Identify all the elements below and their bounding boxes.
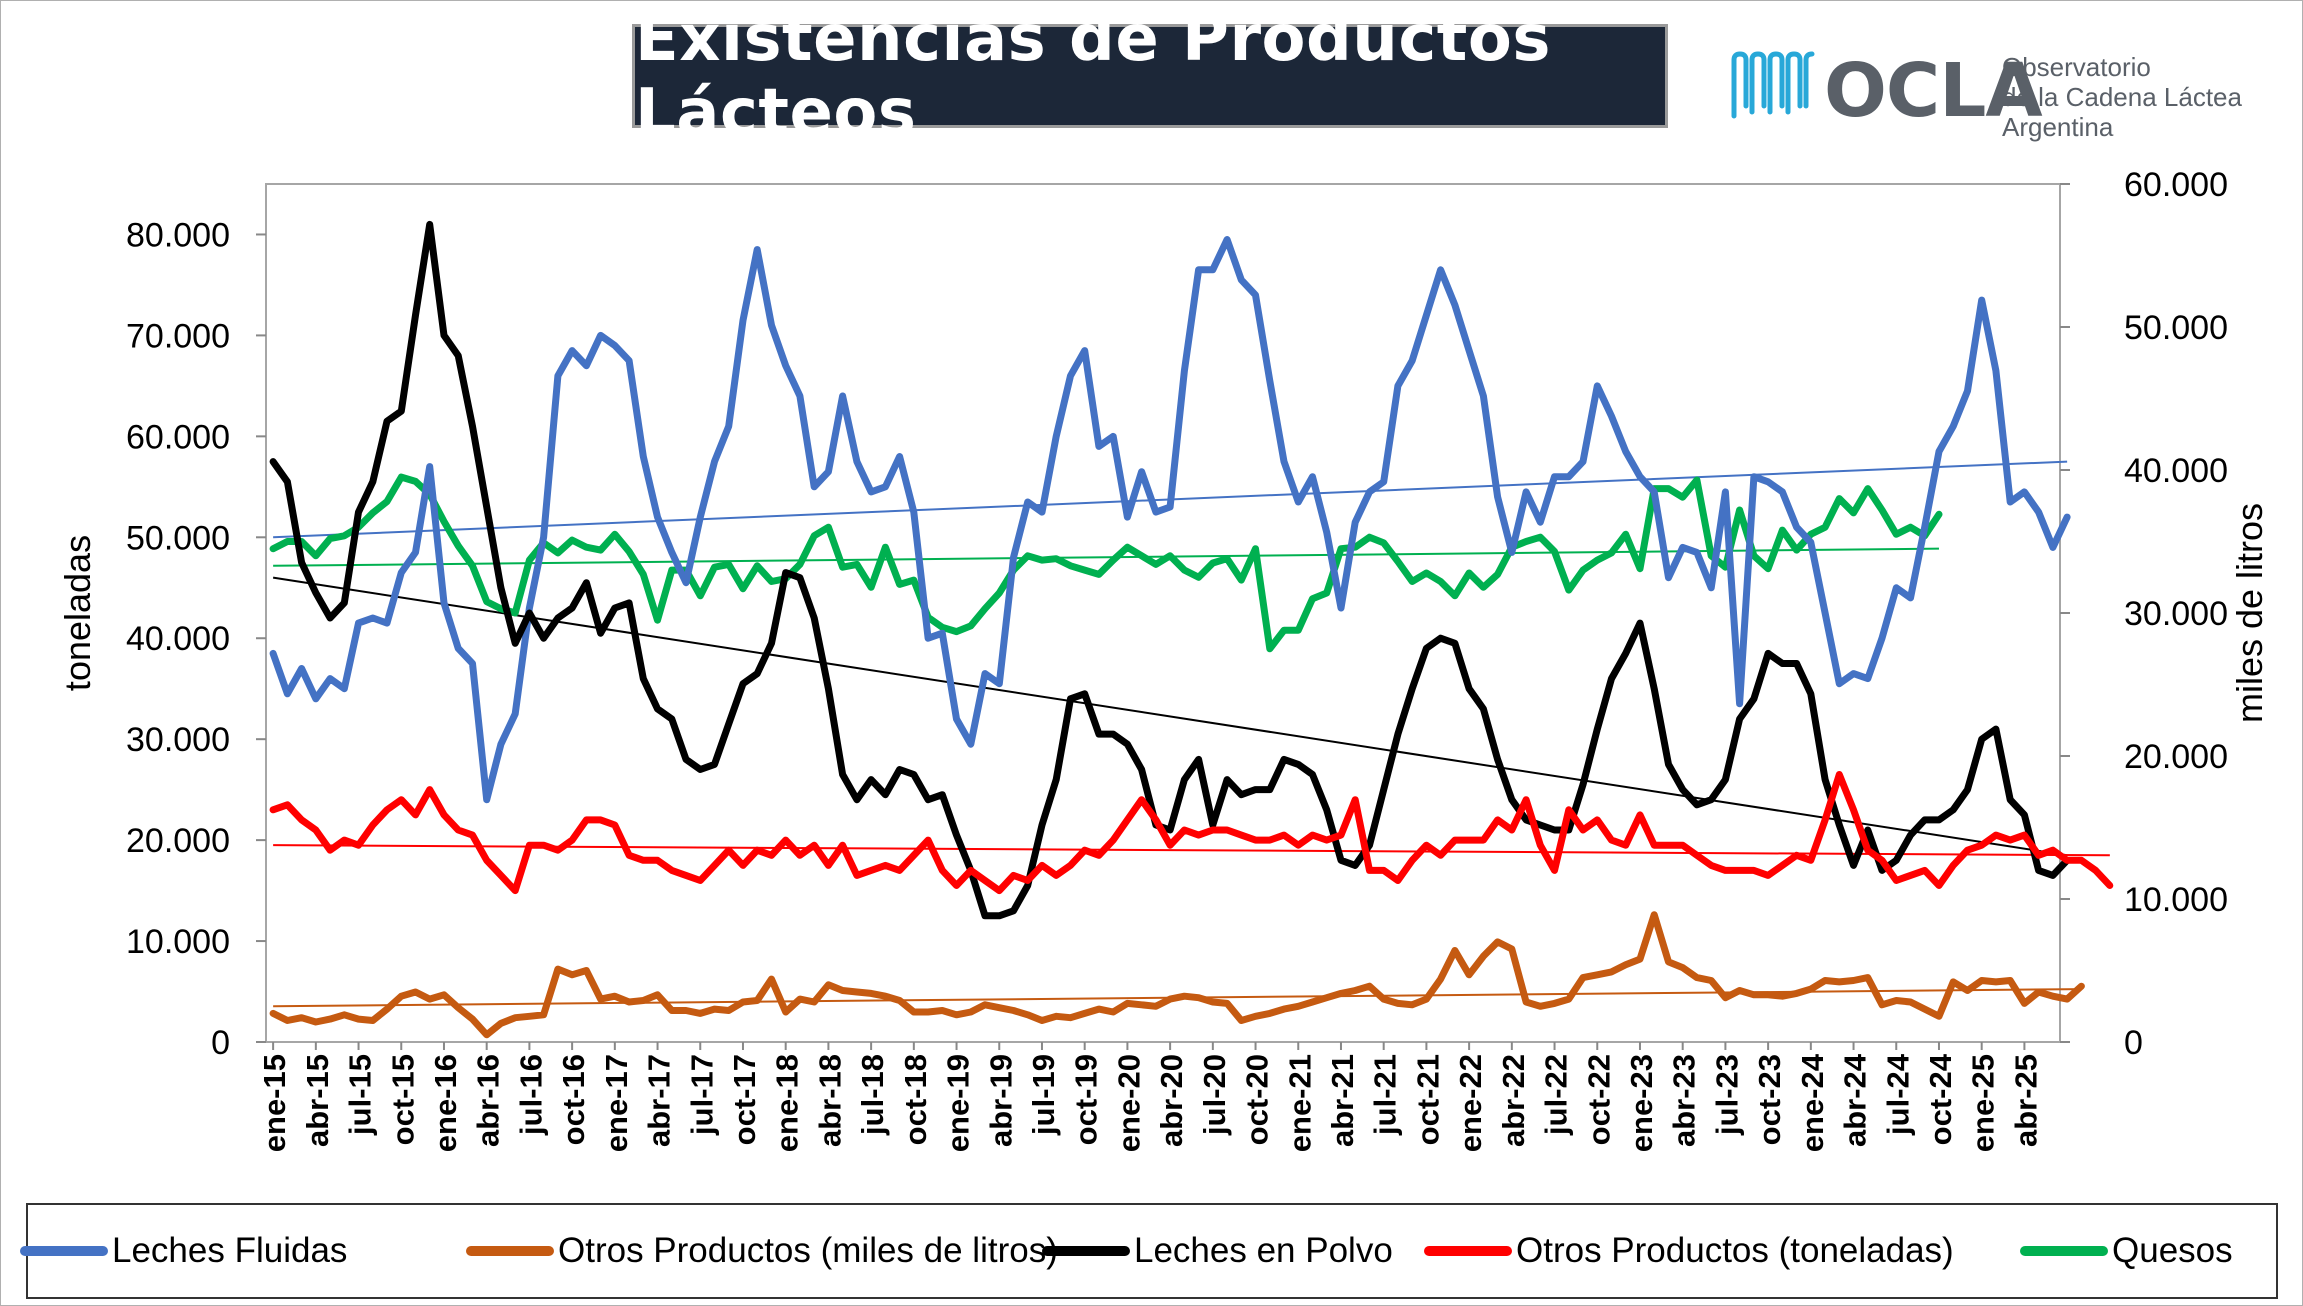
x-tick-label: jul-23 xyxy=(1709,1054,1744,1136)
series-line-1 xyxy=(269,911,2085,1039)
y-tick-label: 80.000 xyxy=(126,216,230,254)
legend-item: Quesos xyxy=(2020,1205,2233,1297)
x-tick-label: jul-16 xyxy=(513,1054,548,1136)
trend-line-3 xyxy=(273,844,2110,857)
x-tick-label: abr-15 xyxy=(300,1054,335,1147)
series-line-0 xyxy=(269,236,2071,804)
y-tick-label: 10.000 xyxy=(126,923,230,961)
ocla-logo: OCLA Observatorio de la Cadena Láctea Ar… xyxy=(1728,46,2248,156)
x-tick-label: jul-15 xyxy=(343,1054,378,1136)
y-tick-label: 50.000 xyxy=(126,519,230,557)
y2-tick-label: 30.000 xyxy=(2124,595,2228,633)
legend-item: Leches Fluidas xyxy=(20,1205,347,1297)
x-tick-label: ene-18 xyxy=(770,1054,805,1152)
y2-axis-label: miles de litros xyxy=(2229,503,2270,723)
series-line-4 xyxy=(269,473,1943,653)
x-tick-label: abr-19 xyxy=(983,1054,1018,1147)
x-tick-label: ene-16 xyxy=(428,1054,463,1152)
legend-label: Leches en Polvo xyxy=(1134,1231,1393,1270)
x-tick-label: jul-18 xyxy=(855,1054,890,1136)
series-lines xyxy=(269,220,2114,1039)
chart-title: Existencias de Productos Lácteos xyxy=(635,2,1551,150)
x-tick-label: abr-22 xyxy=(1496,1054,1531,1147)
x-tick-label: ene-21 xyxy=(1282,1054,1317,1152)
y2-tick-label: 20.000 xyxy=(2124,738,2228,776)
y-tick-label: 20.000 xyxy=(126,822,230,860)
y2-tick-label: 0 xyxy=(2124,1024,2143,1062)
legend-swatch xyxy=(2020,1246,2108,1256)
x-tick-label: abr-24 xyxy=(1838,1053,1873,1147)
x-tick-label: jul-21 xyxy=(1368,1054,1403,1136)
y-tick-label: 30.000 xyxy=(126,721,230,759)
x-tick-label: oct-24 xyxy=(1923,1053,1958,1145)
x-tick-label: abr-20 xyxy=(1154,1054,1189,1147)
x-tick-label: abr-23 xyxy=(1667,1054,1702,1147)
x-tick-label: oct-22 xyxy=(1581,1054,1616,1145)
x-tick-label: oct-16 xyxy=(556,1054,591,1145)
x-tick-label: oct-15 xyxy=(385,1054,420,1145)
legend-swatch xyxy=(20,1246,108,1256)
x-tick-label: ene-17 xyxy=(599,1054,634,1152)
legend-swatch xyxy=(466,1246,554,1256)
legend-item: Otros Productos (toneladas) xyxy=(1424,1205,1954,1297)
x-tick-label: ene-25 xyxy=(1966,1054,2001,1152)
y2-tick-label: 40.000 xyxy=(2124,452,2228,490)
chart-title-box: Existencias de Productos Lácteos xyxy=(632,2,1668,150)
legend-label: Leches Fluidas xyxy=(112,1231,348,1270)
plot-area xyxy=(265,183,2061,1043)
y2-tick-label: 10.000 xyxy=(2124,881,2228,919)
x-tick-label: jul-19 xyxy=(1026,1054,1061,1136)
x-tick-label: oct-19 xyxy=(1069,1054,1104,1145)
x-tick-label: oct-18 xyxy=(898,1054,933,1145)
x-tick-label: jul-20 xyxy=(1197,1054,1232,1136)
y-tick-label: 70.000 xyxy=(126,317,230,355)
x-tick-label: abr-18 xyxy=(812,1054,847,1147)
x-tick-label: jul-22 xyxy=(1539,1054,1574,1136)
series-line-3 xyxy=(269,771,2114,895)
x-tick-label: abr-25 xyxy=(2008,1054,2043,1147)
x-tick-label: oct-20 xyxy=(1240,1054,1275,1145)
y2-tick-label: 50.000 xyxy=(2124,309,2228,347)
x-tick-label: ene-19 xyxy=(941,1054,976,1152)
legend-label: Otros Productos (miles de litros) xyxy=(558,1231,1058,1270)
series-line-2 xyxy=(269,220,2071,920)
y2-tick-label: 60.000 xyxy=(2124,166,2228,204)
x-tick-label: abr-16 xyxy=(471,1054,506,1147)
x-tick-label: ene-23 xyxy=(1624,1054,1659,1152)
x-tick-label: ene-24 xyxy=(1795,1053,1830,1152)
y-axis-label: toneladas xyxy=(57,535,98,691)
axes: 0 10.000 20.000 30.000 40.000 50.000 60.000 70.… xyxy=(126,166,2228,1152)
legend-swatch xyxy=(1042,1246,1130,1256)
y-tick-label: 40.000 xyxy=(126,620,230,658)
y-tick-label: 60.000 xyxy=(126,418,230,456)
x-tick-label: abr-21 xyxy=(1325,1054,1360,1147)
legend-label: Quesos xyxy=(2112,1231,2233,1270)
legend-item: Otros Productos (miles de litros) xyxy=(466,1205,1058,1297)
y-tick-label: 0 xyxy=(211,1024,230,1062)
logo-line-2: de la Cadena Láctea xyxy=(2002,82,2242,112)
logo-wordmark: OCLA xyxy=(1824,48,2043,134)
x-tick-label: jul-24 xyxy=(1880,1053,1915,1136)
legend-item: Leches en Polvo xyxy=(1042,1205,1393,1297)
ocla-wave-icon xyxy=(1731,51,1815,119)
logo-line-1: Observatorio xyxy=(2002,52,2151,82)
x-tick-label: oct-21 xyxy=(1410,1054,1445,1145)
legend-label: Otros Productos (toneladas) xyxy=(1516,1231,1954,1270)
legend-swatch xyxy=(1424,1246,1512,1256)
x-tick-label: oct-23 xyxy=(1752,1054,1787,1145)
x-tick-label: ene-22 xyxy=(1453,1054,1488,1152)
x-tick-label: abr-17 xyxy=(642,1054,677,1147)
x-tick-label: oct-17 xyxy=(727,1054,762,1145)
legend: Leches Fluidas Otros Productos (miles de … xyxy=(20,1203,2278,1299)
x-tick-label: ene-15 xyxy=(257,1054,292,1152)
x-tick-label: jul-17 xyxy=(684,1054,719,1136)
trend-line-2 xyxy=(272,576,2068,857)
x-tick-label: ene-20 xyxy=(1111,1054,1146,1152)
logo-line-3: Argentina xyxy=(2002,112,2114,142)
